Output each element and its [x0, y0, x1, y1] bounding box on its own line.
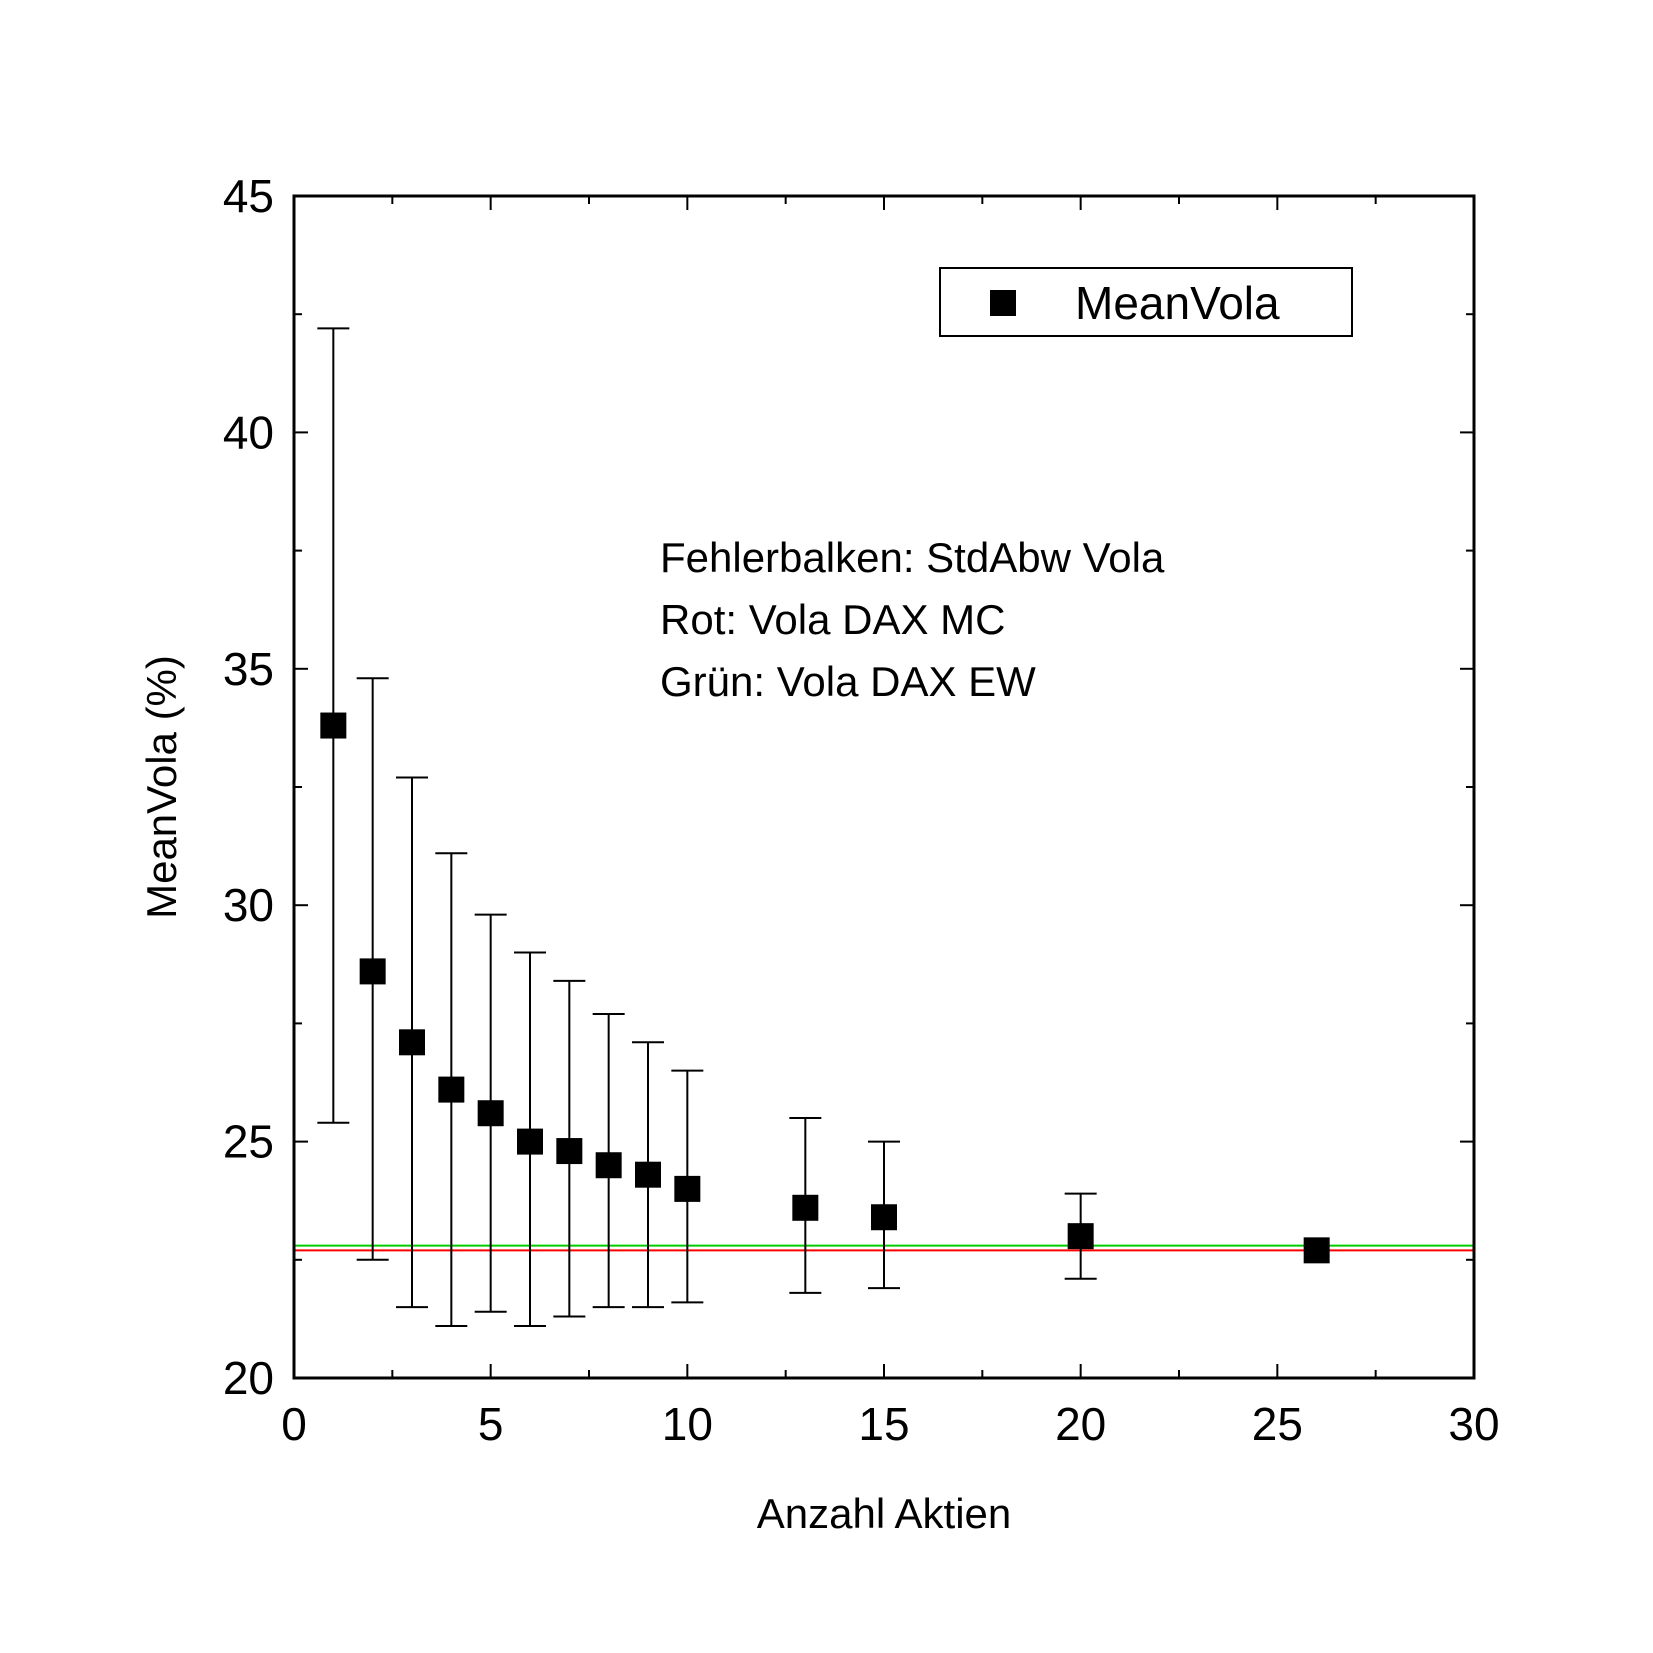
data-point	[1067, 1223, 1094, 1250]
data-point	[399, 1029, 425, 1056]
y-tick-label: 25	[223, 1116, 274, 1168]
data-point	[320, 712, 347, 739]
data-point	[674, 1175, 701, 1202]
x-tick-label: 25	[1252, 1398, 1303, 1450]
data-point	[595, 1152, 622, 1179]
axis-ticks	[293, 195, 1475, 1379]
legend-label-meanvola: MeanVola	[1075, 277, 1280, 329]
data-points	[320, 712, 1330, 1264]
y-tick-label: 20	[223, 1352, 274, 1404]
x-tick-label: 20	[1055, 1398, 1106, 1450]
annotation-block: Fehlerbalken: StdAbw Vola Rot: Vola DAX …	[660, 534, 1165, 705]
annotation-green-line: Grün: Vola DAX EW	[660, 658, 1036, 705]
legend: MeanVola	[939, 267, 1353, 337]
x-tick-label: 10	[662, 1398, 713, 1450]
x-tick-label: 0	[281, 1398, 307, 1450]
x-tick-label: 30	[1448, 1398, 1499, 1450]
legend-marker-meanvola	[990, 290, 1016, 316]
y-tick-label: 45	[223, 170, 274, 222]
data-point	[1303, 1237, 1330, 1264]
data-point	[635, 1161, 661, 1188]
data-point	[359, 958, 386, 985]
x-tick-label: 5	[478, 1398, 504, 1450]
data-point	[792, 1194, 819, 1221]
x-tick-label: 15	[858, 1398, 909, 1450]
annotation-red-line: Rot: Vola DAX MC	[660, 596, 1005, 643]
y-axis-label: MeanVola (%)	[138, 655, 185, 919]
data-point	[477, 1100, 504, 1127]
data-point	[517, 1128, 543, 1155]
annotation-error-bars: Fehlerbalken: StdAbw Vola	[660, 534, 1165, 581]
error-bars	[317, 327, 1097, 1327]
data-point	[871, 1204, 897, 1231]
data-point	[556, 1138, 583, 1165]
y-tick-label: 30	[223, 879, 274, 931]
data-point	[438, 1076, 465, 1103]
y-tick-label: 40	[223, 406, 274, 458]
y-tick-label: 35	[223, 643, 274, 695]
tick-labels: 0 5 10 15 20 25 30 20 25 30 35 40 45	[223, 170, 1500, 1450]
x-axis-label: Anzahl Aktien	[757, 1490, 1012, 1537]
